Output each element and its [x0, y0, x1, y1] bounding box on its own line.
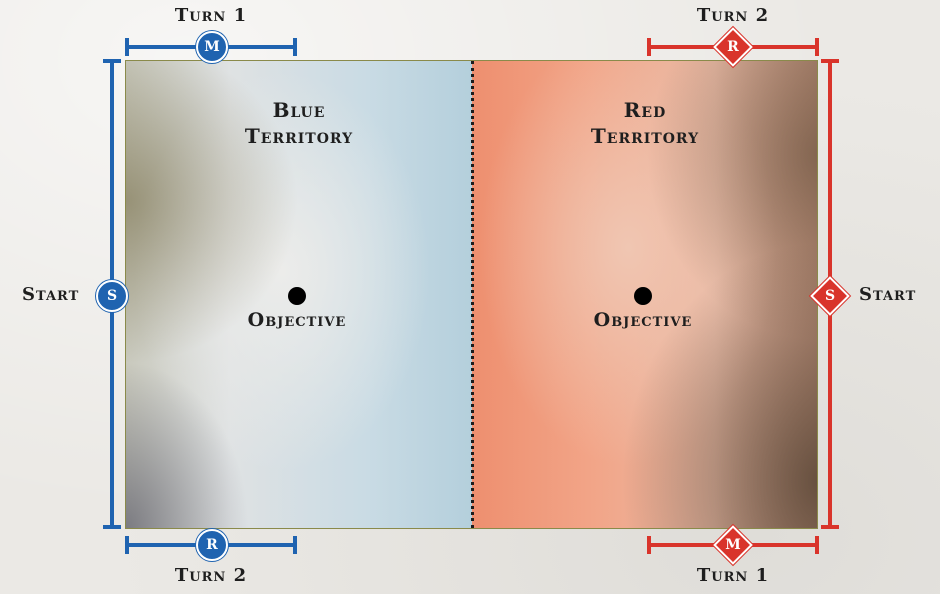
red-reserve-marker-letter: R [727, 39, 739, 55]
red-start-marker-letter: S [824, 288, 836, 304]
blue-move-marker[interactable]: M [196, 31, 228, 63]
red-move-marker-letter: M [725, 537, 741, 553]
blue-objective-marker[interactable] [288, 287, 306, 305]
red-territory-title: Red Territory [545, 97, 745, 149]
red-territory-line1: Red [623, 98, 667, 122]
blue-bottom-turn-label: Turn 2 [174, 565, 248, 586]
red-start-label: Start [859, 284, 917, 305]
blue-territory-line1: Blue [272, 98, 326, 122]
blue-top-turn-label: Turn 1 [174, 5, 248, 26]
blue-territory-area: Blue Territory Objective [126, 61, 472, 528]
red-objective-marker[interactable] [634, 287, 652, 305]
blue-start-label: Start [22, 284, 80, 305]
center-divider-line [471, 61, 474, 528]
blue-objective-label: Objective [247, 309, 347, 331]
blue-territory-title: Blue Territory [199, 97, 399, 149]
red-territory-line2: Territory [590, 124, 700, 148]
red-bottom-turn-label: Turn 1 [696, 565, 770, 586]
blue-reserve-marker[interactable]: R [196, 529, 228, 561]
blue-start-marker[interactable]: S [96, 280, 128, 312]
red-territory-area: Red Territory Objective [472, 61, 817, 528]
game-board: Blue Territory Objective Red Territory O… [125, 60, 818, 529]
red-top-turn-label: Turn 2 [696, 5, 770, 26]
blue-territory-line2: Territory [244, 124, 354, 148]
red-objective-label: Objective [593, 309, 693, 331]
